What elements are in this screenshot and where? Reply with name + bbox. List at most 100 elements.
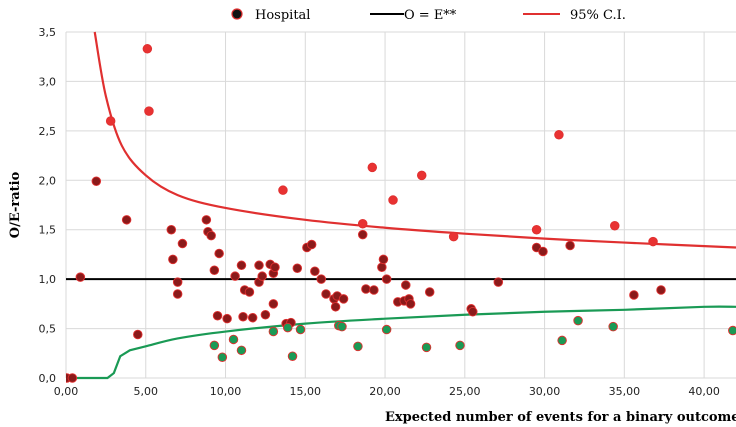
y-tick-labels: 0,0 0,5 1,0 1,5 2,0 2,5 3,0 3,5	[39, 26, 57, 385]
hospital-point-inside	[91, 176, 102, 187]
y-tick-label: 2,0	[39, 174, 57, 187]
x-tick-label: 25,00	[449, 385, 481, 398]
y-tick-label: 0,5	[39, 323, 57, 336]
hospital-point-inside	[214, 248, 224, 259]
hospital-point-inside	[656, 285, 666, 295]
hospital-point-inside	[166, 224, 177, 235]
y-tick-label: 1,0	[39, 273, 57, 286]
hospital-point-above	[388, 195, 398, 205]
hospital-point-below	[287, 351, 298, 362]
hospital-point-above	[105, 116, 116, 126]
hospital-point-inside	[206, 230, 216, 241]
hospital-point-above	[648, 236, 658, 247]
hospital-point-inside	[629, 290, 639, 300]
hospital-point-inside	[172, 277, 183, 287]
hospital-point-inside	[405, 299, 416, 309]
hospital-point-above	[610, 221, 620, 231]
hospital-point-below	[217, 352, 228, 362]
hospital-point-inside	[244, 287, 255, 297]
hospital-point-inside	[330, 302, 341, 312]
hospital-point-above	[142, 44, 153, 54]
hospital-point-inside	[75, 272, 86, 282]
hospital-point-inside	[133, 329, 143, 340]
legend-hospital-label: Hospital	[255, 8, 310, 23]
hospital-point-above	[144, 106, 154, 116]
hospital-point-inside	[257, 271, 267, 281]
y-tick-label: 3,5	[39, 26, 57, 39]
hospital-point-inside	[357, 229, 368, 240]
hospital-point-inside	[236, 260, 247, 271]
hospital-point-inside	[247, 312, 258, 323]
hospital-point-inside	[310, 266, 320, 276]
lower-ci-line	[66, 305, 736, 380]
hospital-point-inside	[260, 309, 271, 320]
hospital-point-below	[455, 340, 465, 351]
legend-ci-label: 95% C.I.	[570, 8, 626, 23]
x-tick-label: 0,00	[54, 385, 79, 398]
hospital-point-inside	[254, 260, 264, 271]
hospital-point-inside	[338, 294, 349, 304]
y-tick-label: 2,5	[39, 125, 57, 138]
x-tick-label: 30,00	[529, 385, 561, 398]
hospital-point-inside	[424, 287, 435, 297]
hospital-point-inside	[377, 262, 387, 273]
hospital-point-below	[337, 321, 347, 332]
hospital-point-inside	[177, 238, 188, 249]
hospital-point-inside	[212, 310, 223, 321]
legend-hospital-marker	[231, 8, 243, 20]
hospital-points	[66, 44, 736, 383]
hospital-point-below	[573, 315, 583, 326]
hospital-point-above	[416, 170, 427, 181]
hospital-point-inside	[292, 263, 303, 274]
hospital-point-inside	[268, 299, 279, 309]
x-tick-label: 40,00	[688, 385, 720, 398]
hospital-point-below	[421, 342, 432, 353]
hospital-point-inside	[238, 311, 248, 322]
hospital-point-below	[608, 321, 618, 332]
x-tick-label: 15,00	[290, 385, 322, 398]
hospital-point-below	[381, 324, 392, 335]
hospital-point-inside	[168, 254, 178, 265]
hospital-point-inside	[121, 215, 132, 225]
hospital-point-inside	[209, 265, 220, 275]
hospital-point-inside	[468, 307, 478, 317]
hospital-point-inside	[381, 274, 392, 284]
hospital-point-inside	[222, 313, 232, 324]
hospital-point-below	[268, 326, 279, 337]
hospital-point-below	[295, 324, 306, 335]
hospital-point-above	[554, 130, 564, 140]
hospital-point-inside	[306, 239, 317, 250]
x-tick-label: 10,00	[210, 385, 242, 398]
legend: Hospital O = E** 95% C.I.	[231, 8, 626, 23]
hospital-point-below	[557, 335, 567, 346]
x-tick-label: 35,00	[609, 385, 641, 398]
hospital-point-below	[236, 345, 247, 356]
hospital-point-below	[728, 325, 736, 336]
y-tick-label: 0,0	[39, 372, 57, 385]
grid-lines	[65, 31, 736, 379]
hospital-point-inside	[361, 284, 371, 294]
y-axis-title: O/E-ratio	[8, 171, 23, 238]
hospital-point-above	[367, 162, 378, 173]
hospital-point-inside	[565, 240, 575, 251]
legend-reference-label: O = E**	[404, 8, 457, 23]
reference-and-ci-lines	[66, 31, 736, 380]
y-tick-label: 3,0	[39, 75, 57, 88]
hospital-point-inside	[538, 246, 548, 257]
x-axis-title: Expected number of events for a binary o…	[385, 410, 736, 425]
upper-ci-line	[93, 31, 736, 249]
hospital-point-inside	[270, 262, 280, 273]
hospital-point-above	[448, 231, 459, 242]
hospital-point-above	[357, 219, 368, 229]
hospital-point-inside	[230, 271, 240, 281]
hospital-point-below	[282, 322, 293, 333]
hospital-point-inside	[316, 274, 326, 284]
hospital-point-above	[278, 185, 288, 195]
x-tick-labels: 0,00 5,00 10,00 15,00 20,00 25,00 30,00 35,00 40…	[54, 385, 720, 398]
x-tick-label: 5,00	[134, 385, 159, 398]
hospital-point-below	[353, 341, 363, 352]
hospital-point-inside	[369, 285, 379, 295]
hospital-point-inside	[493, 277, 504, 287]
hospital-point-inside	[67, 373, 78, 383]
hospital-point-inside	[172, 289, 183, 299]
